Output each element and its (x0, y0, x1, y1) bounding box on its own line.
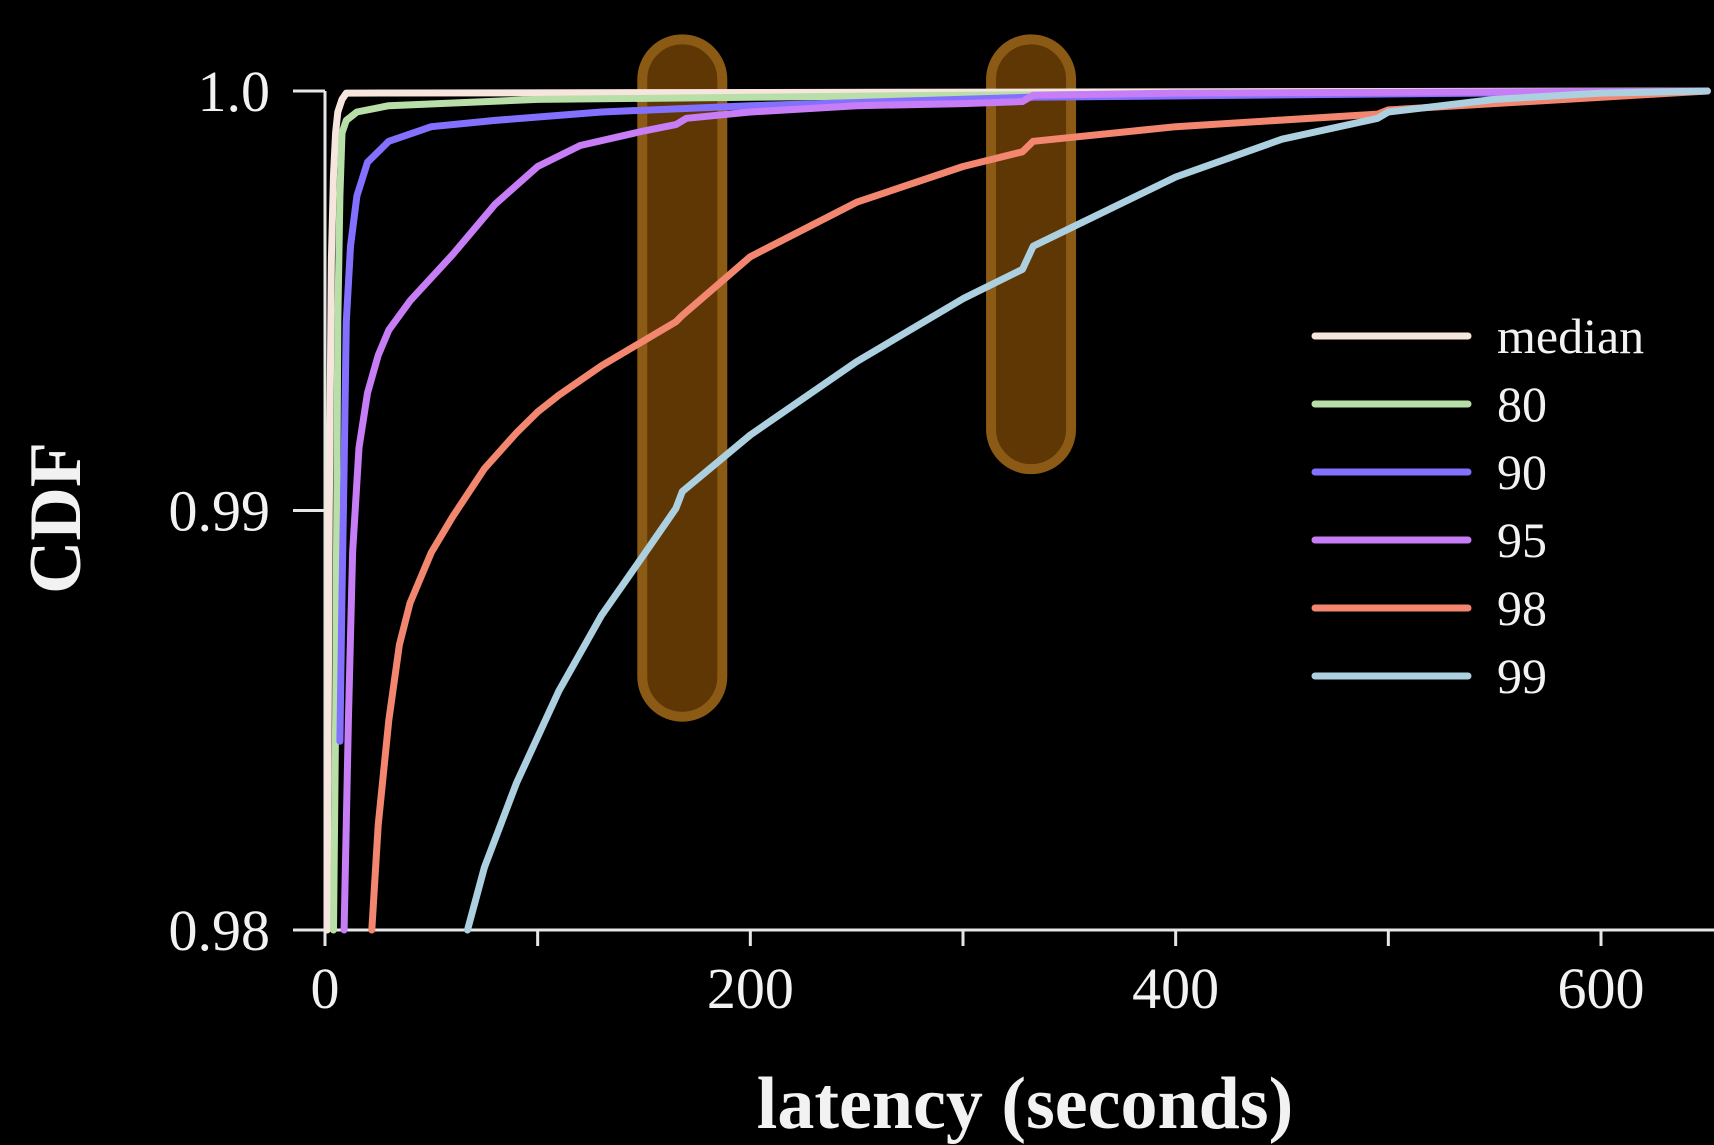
legend: median 80 90 95 98 99 (1311, 308, 1644, 704)
y-tick-label: 1.0 (198, 59, 271, 124)
y-tick-label: 0.98 (169, 898, 271, 963)
legend-label: 90 (1497, 444, 1547, 500)
legend-label: 98 (1497, 580, 1547, 636)
legend-label: 99 (1497, 648, 1547, 704)
series-line-99 (464, 87, 1711, 934)
legend-label: 95 (1497, 512, 1547, 568)
x-tick-label: 600 (1558, 956, 1645, 1021)
y-axis-title: CDF (15, 442, 97, 594)
series-line-80 (330, 87, 1711, 934)
highlight-layer (637, 34, 1077, 722)
x-tick-label: 0 (311, 956, 340, 1021)
x-tick-label: 400 (1132, 956, 1219, 1021)
highlight-band-1 (637, 34, 728, 722)
series-layer (323, 87, 1711, 934)
axes-layer: 0.98 0.99 1.0 0 200 400 600 (169, 59, 1714, 1021)
legend-label: median (1497, 308, 1644, 364)
x-tick-label: 200 (707, 956, 794, 1021)
series-line-95 (340, 87, 1711, 934)
x-axis-title: latency (seconds) (757, 1063, 1293, 1145)
y-tick-label: 0.99 (169, 479, 271, 544)
series-line-98 (368, 87, 1711, 934)
legend-label: 80 (1497, 376, 1547, 432)
series-line-median (323, 87, 1711, 934)
series-line-90 (336, 87, 1711, 745)
